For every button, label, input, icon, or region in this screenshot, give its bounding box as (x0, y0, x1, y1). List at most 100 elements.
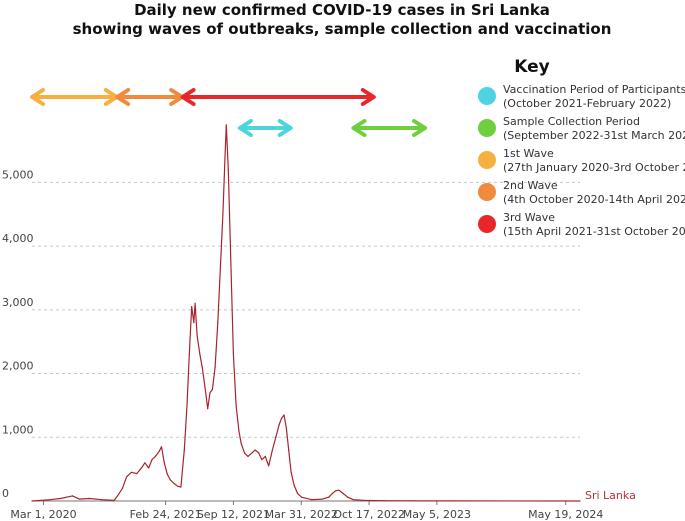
legend-item: 1st Wave(27th January 2020-3rd October 2… (478, 147, 685, 174)
data-point-24 (177, 485, 179, 487)
data-point-8 (116, 495, 119, 497)
data-point-44 (225, 124, 227, 126)
legend-label: Sample Collection Period (503, 115, 640, 128)
data-point-1 (49, 499, 51, 501)
legend-swatch (478, 215, 496, 233)
arrow-sample-collection (351, 119, 428, 137)
data-point-15 (148, 467, 150, 469)
data-point-79 (363, 499, 365, 501)
data-point-69 (301, 496, 303, 498)
chart-title-line1: Daily new confirmed COVID-19 cases in Sr… (134, 1, 550, 19)
data-point-78 (352, 499, 355, 501)
data-point-12 (136, 473, 138, 475)
arrow-head-left (237, 119, 253, 137)
data-point-10 (126, 476, 128, 478)
data-point-66 (290, 471, 292, 473)
legend-item: 3rd Wave(15th April 2021-31st October 20… (478, 211, 685, 238)
period-arrows (30, 88, 428, 137)
data-point-54 (254, 449, 256, 451)
legend-label: Vaccination Period of Participants (503, 83, 685, 96)
data-point-41 (219, 264, 222, 266)
data-point-27 (186, 404, 188, 406)
legend-label: 1st Wave (503, 147, 554, 160)
data-point-25 (180, 486, 182, 488)
legend-label: 2nd Wave (503, 179, 558, 192)
y-tick-label: 5,000 (2, 168, 34, 181)
series-sri-lanka: Sri Lanka (31, 124, 636, 502)
x-tick-label: Mar 1, 2020 (10, 508, 76, 521)
data-point-53 (251, 452, 253, 454)
data-point-71 (321, 498, 323, 500)
x-tick-label: May 5, 2023 (403, 508, 471, 521)
gridlines (32, 181, 580, 438)
legend-sublabel: (October 2021-February 2022) (503, 97, 671, 110)
data-point-83 (579, 500, 581, 502)
legend-swatch (478, 87, 496, 105)
data-point-65 (288, 449, 290, 451)
data-point-29 (191, 306, 193, 308)
data-point-62 (281, 417, 283, 419)
legend-sublabel: (27th January 2020-3rd October 2020) (503, 161, 685, 174)
data-point-39 (214, 366, 216, 368)
data-point-70 (311, 499, 313, 501)
arrow-vaccination-period (237, 119, 293, 137)
data-point-34 (201, 366, 203, 368)
data-point-73 (331, 492, 334, 494)
arrow-head-left (115, 88, 131, 106)
data-point-18 (158, 450, 160, 452)
data-point-74 (334, 490, 337, 492)
data-point-72 (328, 496, 330, 498)
data-point-47 (232, 353, 234, 355)
data-point-67 (293, 484, 295, 486)
legend-swatch (478, 119, 496, 137)
legend-title: Key (514, 57, 550, 77)
y-tick-label: 1,000 (2, 423, 34, 436)
data-point-17 (154, 455, 156, 457)
x-tick-label: May 19, 2024 (528, 508, 603, 521)
x-tick-label: Oct 17, 2022 (333, 508, 405, 521)
data-point-0 (31, 500, 33, 502)
x-tick-label: Mar 31, 2022 (265, 508, 338, 521)
data-point-58 (268, 465, 270, 467)
legend-item: Sample Collection Period(September 2022-… (478, 115, 685, 142)
data-point-36 (207, 408, 209, 410)
data-point-77 (347, 496, 349, 498)
legend-label: 3rd Wave (503, 211, 555, 224)
data-point-6 (101, 499, 103, 501)
data-point-32 (196, 334, 198, 336)
chart-title-line2: showing waves of outbreaks, sample colle… (73, 20, 612, 38)
data-point-48 (235, 404, 237, 406)
data-point-28 (188, 353, 190, 355)
legend-sublabel: (15th April 2021-31st October 2022) (503, 225, 685, 238)
data-point-81 (414, 500, 416, 502)
data-point-80 (383, 500, 385, 502)
arrow-head-right (412, 119, 428, 137)
data-point-76 (342, 492, 344, 494)
data-point-82 (445, 500, 447, 502)
data-point-11 (130, 471, 132, 473)
data-point-56 (261, 459, 263, 461)
data-point-43 (224, 156, 226, 158)
data-point-22 (169, 479, 171, 481)
data-point-9 (121, 487, 124, 489)
data-point-51 (244, 452, 246, 454)
data-point-2 (59, 497, 62, 500)
data-point-38 (211, 388, 213, 391)
arrow-head-right (360, 88, 376, 106)
data-point-26 (183, 449, 185, 451)
data-point-23 (173, 482, 175, 484)
data-point-61 (278, 423, 280, 426)
x-tick-label: Sep 12, 2021 (197, 508, 270, 521)
data-point-45 (227, 169, 229, 171)
data-point-57 (264, 455, 266, 457)
arrow-head-left (351, 119, 367, 137)
data-point-19 (160, 446, 163, 448)
x-tick-label: Feb 24, 2021 (130, 508, 202, 521)
arrow-head-right (277, 119, 293, 137)
y-tick-label: 4,000 (2, 232, 34, 245)
data-point-59 (271, 449, 273, 451)
data-point-75 (338, 489, 340, 491)
data-point-20 (163, 462, 165, 464)
